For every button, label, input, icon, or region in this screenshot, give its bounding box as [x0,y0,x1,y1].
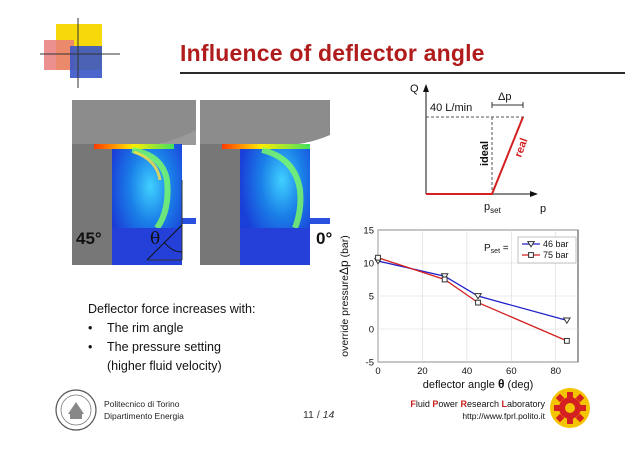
pq-ideal-label: ideal [479,141,491,166]
lab-credit: Fluid Power Research Laboratory http://w… [380,398,545,422]
bullet-item: • The pressure setting [88,338,328,357]
bullet-list: Deflector force increases with: • The rim… [88,300,328,376]
pq-x-arrow [530,191,538,197]
series-line-1 [377,257,568,342]
corner-decoration [40,18,120,88]
footer-institution: Politecnico di Torino Dipartimento Energ… [104,398,184,422]
cfd-image-0deg [200,100,330,265]
data-point [562,317,571,325]
lab-name-cap: R [460,399,467,409]
footer-institution-line1: Politecnico di Torino [104,399,180,409]
x-tick-label: 60 [506,366,517,377]
bullet-item-label: The rim angle [107,321,184,335]
page-number: 11 / 14 [303,409,334,421]
bullet-continuation: (higher fluid velocity) [107,359,222,373]
data-point [563,337,570,344]
lab-name-rest: esearch [466,399,502,409]
x-tick-label: 80 [550,366,561,377]
title-underline [180,72,625,74]
y-tick-label: 15 [363,226,374,237]
bullet-marker: • [88,321,93,335]
lab-name-cap: P [432,399,439,409]
data-point [375,254,381,261]
page-current: 11 [303,409,314,421]
pq-real-curve [426,116,524,195]
legend-label: 46 bar [543,239,569,249]
pq-q-label: Q [410,83,419,95]
x-tick-label: 0 [375,366,380,377]
pq-y-arrow [423,84,429,92]
legend-marker [528,252,534,258]
lab-name: Fluid Power Research Laboratory [380,398,545,410]
lab-url[interactable]: http://www.fprl.polito.it [462,411,545,421]
legend-title: Pset = [484,243,509,255]
bullet-item-label: The pressure setting [107,340,221,354]
bullet-marker: • [88,340,93,354]
y-tick-label: 0 [369,325,374,336]
data-point [475,299,481,306]
cfd-image-45deg [72,100,196,265]
decor-red-square [44,40,74,70]
slide-title: Influence of deflector angle [180,40,485,66]
lab-name-cap: F [410,399,416,409]
data-point [440,273,449,280]
chart-x-label: deflector angle θ (deg) [423,377,533,391]
bullets-heading: Deflector force increases with: [88,302,256,316]
y-tick-label: 5 [369,292,374,303]
fprl-gear-logo [550,388,590,428]
chart-y-label: override pressureΔp (bar) [337,235,351,357]
lab-name-rest: aboratory [506,399,545,409]
decor-blue-square [70,46,102,78]
label-theta: θ [150,229,161,249]
label-45-deg: 45° [76,229,102,248]
data-point [473,293,483,300]
page-total: 14 [322,409,335,421]
x-tick-label: 40 [462,366,473,377]
page-separator: / [313,409,323,421]
polito-seal-logo [55,389,97,431]
pq-flow-label: 40 L/min [430,102,472,114]
chart-series [373,254,571,344]
y-tick-label: -5 [366,358,374,369]
lab-name-rest: ower [438,399,461,409]
data-point [441,276,448,283]
legend-marker [526,241,536,248]
x-tick-label: 20 [417,366,428,377]
lab-name-rest: luid [415,399,433,409]
bullet-item: • The rim angle [88,319,328,338]
pq-pset-label: pset [484,201,502,214]
pq-p-label: p [540,203,546,214]
lab-name-cap: L [501,399,507,409]
pq-diagram: Q p 40 L/min Δp ideal real pset [410,83,546,214]
legend-label: 75 bar [543,250,569,260]
pq-real-label: real [513,137,531,160]
footer-institution-line2: Dipartimento Energia [104,411,184,421]
label-0-deg: 0° [316,229,333,248]
y-tick-label: 10 [363,259,374,270]
pq-dp-label: Δp [498,91,511,103]
